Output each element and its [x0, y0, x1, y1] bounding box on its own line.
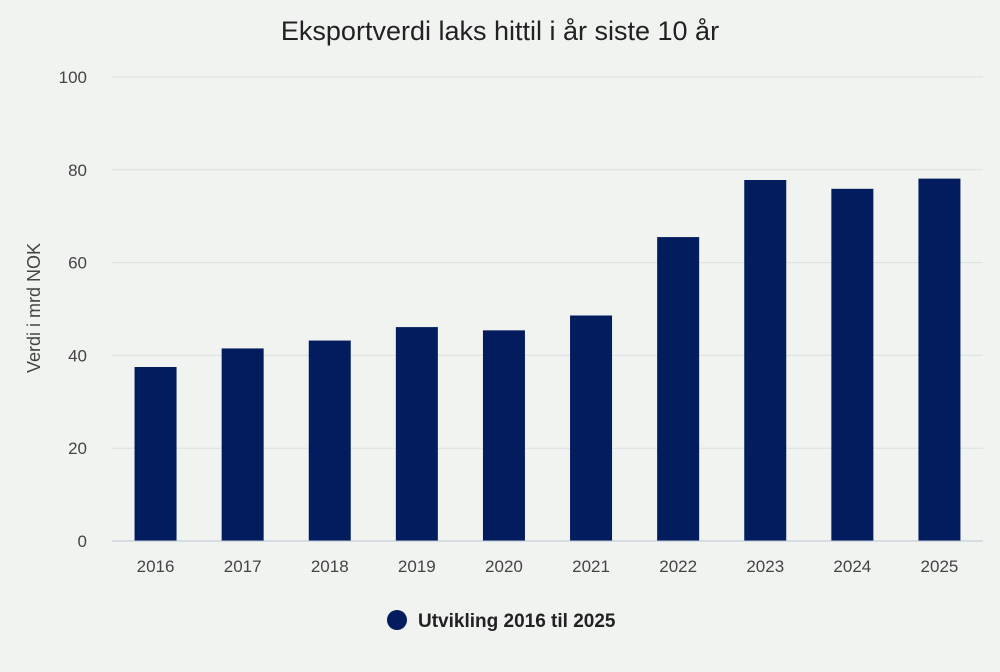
- x-tick-label: 2021: [572, 557, 610, 576]
- y-tick-label: 20: [68, 439, 87, 458]
- y-tick-label: 60: [68, 254, 87, 273]
- legend[interactable]: Utvikling 2016 til 2025: [387, 610, 616, 632]
- y-axis-ticks: 0 20 40 60 80 100: [59, 68, 87, 551]
- x-tick-label: 2017: [224, 557, 262, 576]
- bar-2022[interactable]: [657, 237, 700, 541]
- legend-label: Utvikling 2016 til 2025: [418, 611, 616, 632]
- y-axis-title: Verdi i mrd NOK: [24, 243, 44, 373]
- y-tick-label: 80: [68, 161, 87, 180]
- bar-2019[interactable]: [395, 327, 438, 541]
- bar-2017[interactable]: [221, 348, 264, 541]
- bar-2025[interactable]: [918, 178, 961, 541]
- chart-title: Eksportverdi laks hittil i år siste 10 å…: [281, 16, 719, 46]
- x-tick-label: 2023: [746, 557, 784, 576]
- x-tick-label: 2025: [921, 557, 959, 576]
- bar-2021[interactable]: [570, 315, 613, 541]
- bar-2016[interactable]: [134, 367, 177, 541]
- x-tick-label: 2020: [485, 557, 523, 576]
- x-tick-label: 2019: [398, 557, 436, 576]
- bar-2024[interactable]: [831, 188, 874, 541]
- legend-swatch-icon: [387, 610, 407, 630]
- y-tick-label: 0: [78, 532, 87, 551]
- bars: [134, 178, 961, 541]
- bar-2018[interactable]: [308, 340, 351, 541]
- bar-2023[interactable]: [744, 180, 787, 541]
- x-tick-label: 2018: [311, 557, 349, 576]
- x-axis-ticks: 2016 2017 2018 2019 2020 2021 2022 2023 2024 2025: [137, 557, 959, 576]
- y-tick-label: 40: [68, 346, 87, 365]
- x-tick-label: 2024: [833, 557, 871, 576]
- x-tick-label: 2016: [137, 557, 175, 576]
- x-tick-label: 2022: [659, 557, 697, 576]
- bar-2020[interactable]: [482, 330, 525, 541]
- y-tick-label: 100: [59, 68, 87, 87]
